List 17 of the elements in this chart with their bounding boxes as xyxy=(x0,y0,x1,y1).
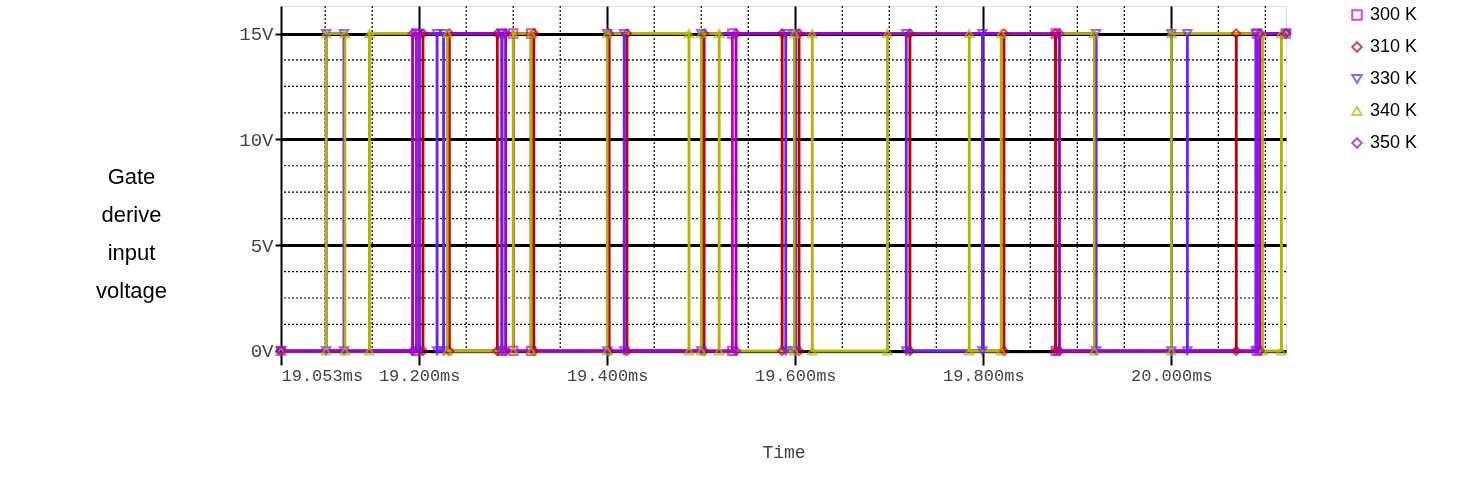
legend-label: 300 K xyxy=(1370,4,1418,24)
y-tick-label: 10V xyxy=(239,129,275,152)
y-tick-label: 15V xyxy=(239,24,275,47)
y-tick-label: 5V xyxy=(250,235,275,258)
x-tick-label: 20.000ms xyxy=(1130,366,1213,386)
x-tick-label: 19.600ms xyxy=(754,366,837,386)
x-tick-label: 19.200ms xyxy=(378,366,461,386)
y-axis-title: Gate derive input voltage xyxy=(96,163,167,303)
legend-label: 350 K xyxy=(1370,132,1418,152)
legend-label: 330 K xyxy=(1370,68,1418,88)
legend-label: 310 K xyxy=(1370,36,1418,56)
x-tick-label: 19.053ms xyxy=(281,366,364,386)
legend-label: 340 K xyxy=(1370,100,1418,120)
x-axis-title: Time xyxy=(762,442,806,463)
x-tick-label: 19.800ms xyxy=(942,366,1025,386)
x-tick-label: 19.400ms xyxy=(566,366,649,386)
y-tick-label: 0V xyxy=(250,341,275,364)
